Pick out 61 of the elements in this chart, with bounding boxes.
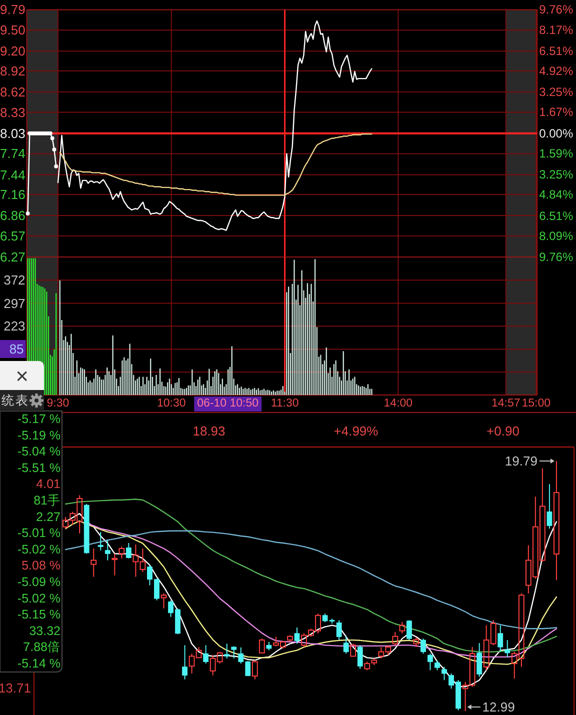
annotation: 12.99 — [482, 700, 515, 714]
annotation: 81手 — [34, 494, 60, 508]
y-tick-label: 8.03 — [0, 126, 26, 141]
y2-tick-label: 3.25% — [539, 85, 574, 100]
y-tick-label: 9.79 — [0, 2, 26, 18]
y-tick-label: 297 — [4, 296, 26, 311]
x-tick-label: 11:30 — [270, 398, 299, 410]
annotation: 4.01 — [36, 477, 61, 492]
y-tick-label: 8.62 — [0, 84, 26, 100]
x-tick-label: 15:00 — [522, 398, 551, 410]
y-tick-label: 9.20 — [0, 44, 26, 59]
x-tick-label: 10:30 — [156, 398, 186, 410]
annotation: 2.27 — [36, 510, 61, 524]
text: -5.19 % — [17, 428, 60, 442]
text: -5.17 % — [17, 412, 60, 426]
y2-tick-label: 8.09% — [539, 228, 574, 243]
y-tick-label: 8.33 — [0, 104, 26, 120]
y-tick-label: 372 — [4, 272, 26, 288]
y-tick-label: 7.44 — [0, 167, 26, 182]
y2-tick-label: 1.67% — [539, 105, 574, 120]
y-tick-label: 223 — [4, 318, 26, 334]
annotation: -5.14 % — [17, 656, 60, 670]
annotation: × — [16, 364, 28, 388]
annotation: -5.02 % — [17, 542, 60, 556]
annotation: -5.01 % — [17, 526, 60, 540]
x-tick-label: 14:57 — [492, 398, 520, 410]
y2-tick-label: 4.84% — [539, 188, 574, 202]
annotation: -5.02 % — [17, 591, 60, 606]
annotation: 19.79 — [504, 454, 538, 468]
y2-tick-label: 6.51% — [539, 208, 574, 223]
y2-tick-label: 4.92% — [539, 64, 574, 78]
text: 85 — [9, 342, 24, 356]
y-tick-label: 6.86 — [0, 208, 26, 224]
text: -5.04 % — [17, 444, 60, 459]
y-tick-label: 9.50 — [0, 22, 26, 38]
annotation: 5.08 % — [22, 558, 60, 573]
annotation: -5.09 % — [17, 575, 60, 589]
y2-tick-label: 8.17% — [539, 22, 574, 37]
y2-tick-label: 9.76% — [539, 250, 574, 264]
y-tick-label: 6.57 — [0, 228, 26, 244]
y2-tick-label: 1.59% — [539, 146, 574, 160]
annotation: 表 — [16, 394, 28, 408]
x-tick-label: 14:00 — [384, 398, 413, 410]
annotation: -5.15 % — [17, 608, 60, 622]
y2-tick-label: 3.25% — [539, 168, 574, 182]
x-tick-label: 9:30 — [46, 398, 70, 410]
text: 06-10 10:50 — [197, 398, 259, 410]
text: 统 — [2, 394, 14, 408]
annotation: 33.32 — [29, 624, 61, 638]
y-tick-label: 7.74 — [0, 146, 26, 162]
y-tick-label: 6.27 — [0, 250, 26, 264]
y2-tick-label: 9.76% — [539, 2, 574, 17]
y-tick-label: 7.16 — [0, 186, 26, 202]
y2-tick-label: 6.51% — [539, 44, 574, 58]
text: +0.90 — [486, 424, 520, 438]
text: 18.93 — [192, 424, 226, 438]
annotation: 7.88倍 — [23, 640, 60, 654]
y2-tick-label: 0.00% — [539, 126, 574, 140]
text: +4.99% — [334, 424, 379, 438]
annotation: -5.51 % — [17, 460, 60, 475]
y-tick-label: 8.92 — [0, 63, 26, 78]
